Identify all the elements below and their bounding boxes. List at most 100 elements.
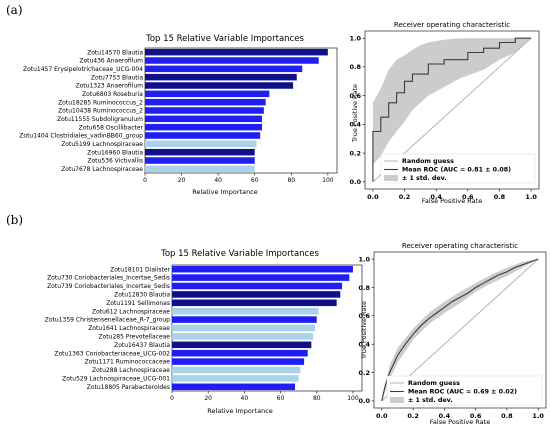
bar (172, 383, 296, 391)
y-tick-label: 0.6 (349, 92, 361, 100)
mean-roc-line (381, 258, 539, 402)
x-tick-label: 0.6 (470, 412, 482, 420)
bar (172, 358, 305, 365)
x-tick-label: 0.8 (501, 412, 513, 420)
category-label: Zotu1457 Erysipelotrichaceae_UCG-004 (23, 66, 143, 73)
category-label: Zotu536 Victivallis (87, 158, 143, 165)
legend-entry: Random guess (408, 380, 460, 387)
x-tick-label: 0.0 (376, 412, 388, 420)
x-tick-label: 60 (277, 395, 285, 402)
x-tick-label: 0.4 (439, 412, 451, 420)
legend-swatch (384, 175, 398, 181)
bar (145, 140, 257, 148)
x-axis-label: Relative Importance (207, 407, 273, 415)
legend-box (386, 375, 543, 406)
y-tick-label: 0.4 (349, 121, 361, 129)
bar (145, 57, 319, 64)
category-label: Zotu658 Oscillibacter (79, 124, 144, 131)
legend-entry: ± 1 std. dev. (408, 397, 453, 404)
y-axis-label: True Positive Rate (351, 84, 359, 143)
x-tick-label: 0.6 (462, 193, 474, 201)
legend-entry: Mean ROC (AUC = 0.69 ± 0.02) (408, 389, 517, 396)
bar (145, 123, 263, 131)
category-label: Zotu16437 Blautia (114, 342, 170, 349)
bar (145, 98, 266, 106)
x-tick-label: 1.0 (525, 193, 537, 201)
std-band (372, 38, 532, 165)
bar (145, 65, 303, 73)
bar (145, 157, 255, 164)
bar (172, 265, 353, 273)
bar (172, 375, 299, 382)
x-tick-label: 80 (313, 395, 321, 402)
x-axis-label: False Positive Rate (430, 418, 490, 426)
chart-title: Top 15 Relative Variable Importances (145, 34, 304, 44)
x-tick-label: 0.2 (399, 193, 411, 201)
category-label: Zotu1191 Sellimonas (106, 300, 170, 307)
bar (145, 90, 270, 98)
bar (145, 107, 264, 114)
bar (172, 307, 319, 315)
category-label: Zotu16960 Blautia (87, 149, 143, 156)
category-label: Zotu1641 Lachnospiraceae (88, 325, 170, 332)
category-label: Zotu5199 Lachnospiraceae (61, 141, 143, 148)
category-label: Zotu529 Lachnospiraceae_UCG-001 (62, 376, 170, 383)
y-tick-label: 0.2 (358, 369, 370, 377)
y-tick-label: 0.4 (358, 340, 370, 348)
bar (145, 73, 297, 81)
mean-roc-line (372, 37, 532, 182)
category-label: Zotu7753 Blautia (91, 74, 143, 81)
category-label: Zotu1404 Clostridiales_vadinBB60_group (19, 133, 143, 140)
category-label: Zotu11555 Subdoligranulum (57, 116, 143, 123)
bar (172, 366, 301, 374)
bar (172, 349, 308, 357)
y-tick-label: 0.0 (358, 397, 370, 405)
category-label: Zotu14570 Blautia (87, 49, 143, 56)
bar (145, 148, 255, 156)
category-label: Zotu739 Coriobacteriales_Incertae_Sedis (47, 283, 170, 290)
category-label: Zotu1323 Anaerofilum (76, 83, 144, 90)
chart-title: Receiver operating characteristic (402, 242, 518, 250)
category-label: Zotu12830 Blautia (114, 292, 170, 299)
category-label: Zotu18805 Parabacteroides (87, 384, 170, 391)
category-label: Zotu730 Coriobacteriales_Incertae_Sedis (47, 275, 170, 282)
x-tick-label: 0.0 (367, 193, 379, 201)
category-label: Zotu1363 Coriobacteriaceae_UCG-002 (54, 350, 170, 357)
bar (145, 132, 261, 139)
panel-label-a: (a) (6, 3, 23, 17)
bar (145, 165, 255, 173)
category-label: Zotu7678 Lachnospiraceae (61, 166, 143, 173)
chart-title: Receiver operating characteristic (394, 21, 510, 29)
category-label: Zotu288 Lachnospiraceae (92, 367, 170, 374)
legend-entry: Random guess (402, 158, 454, 165)
x-tick-label: 0 (143, 177, 147, 184)
bar (172, 299, 337, 307)
legend-box (380, 153, 536, 184)
bar (172, 324, 315, 332)
category-label: Zotu18285 Ruminococcus_2 (58, 99, 143, 106)
category-label: Zotu612 Lachnospiraceae (92, 308, 170, 315)
legend-swatch (390, 397, 404, 403)
std-band (381, 259, 539, 401)
category-label: Zotu18101 Dialister (110, 266, 170, 273)
category-label: Zotu6803 Roseburia (82, 91, 143, 98)
panel-label-b: (b) (6, 213, 24, 227)
bar (145, 115, 263, 123)
x-tick-label: 40 (241, 395, 249, 402)
y-tick-label: 1.0 (358, 255, 370, 263)
category-label: Zotu285 Prevotellaceae (99, 334, 171, 341)
bar (172, 316, 317, 323)
legend-entry: Mean ROC (AUC = 0.81 ± 0.08) (402, 167, 511, 174)
x-tick-label: 20 (178, 177, 186, 184)
y-tick-label: 0.8 (358, 284, 370, 292)
y-tick-label: 1.0 (349, 34, 361, 42)
y-tick-label: 0.8 (349, 63, 361, 71)
bar (145, 48, 328, 56)
bar (172, 274, 350, 281)
x-tick-label: 40 (214, 177, 222, 184)
chart-title: Top 15 Relative Variable Importances (160, 249, 319, 259)
bar (172, 291, 341, 298)
